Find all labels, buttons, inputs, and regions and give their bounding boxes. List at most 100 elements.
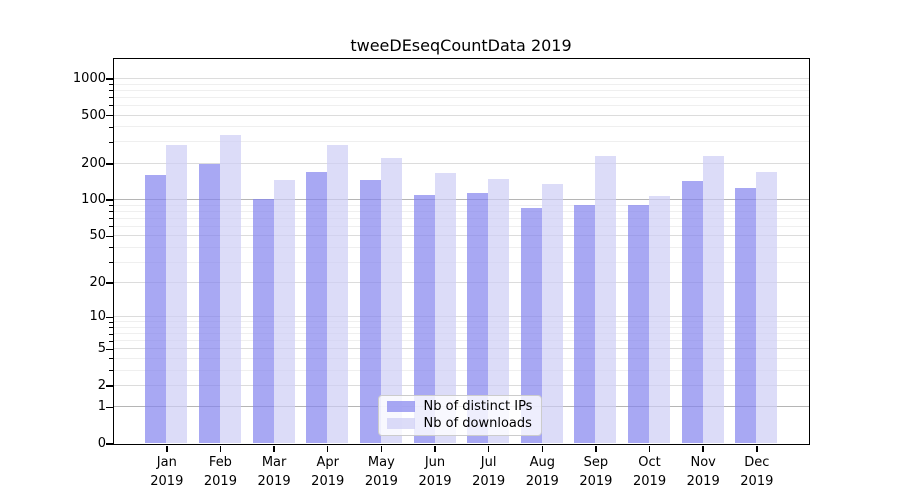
x-tick-label: Dec 2019 bbox=[740, 455, 774, 489]
y-tick-label: 1 bbox=[97, 399, 106, 415]
gridline-minor bbox=[113, 369, 809, 371]
x-tick-label: Apr 2019 bbox=[311, 455, 345, 489]
gridline-major bbox=[113, 316, 809, 318]
gridline-minor bbox=[113, 141, 809, 143]
x-tick-label: May 2019 bbox=[364, 455, 398, 489]
y-tick-label: 100 bbox=[81, 192, 106, 208]
legend-label-distinct-ips: Nb of distinct IPs bbox=[423, 398, 533, 414]
x-tick-label: Mar 2019 bbox=[257, 455, 291, 489]
y-minor-tick bbox=[108, 90, 113, 92]
gridline-minor bbox=[113, 225, 809, 227]
bar-downloads-feb bbox=[219, 135, 241, 444]
gridline-minor bbox=[113, 96, 809, 98]
y-minor-tick bbox=[108, 141, 113, 143]
y-tick-label: 1000 bbox=[72, 70, 106, 86]
bar-downloads-may bbox=[380, 158, 402, 444]
bar-downloads-dec bbox=[756, 171, 778, 444]
y-minor-tick bbox=[108, 340, 113, 342]
y-tick-label: 20 bbox=[89, 275, 106, 291]
legend-item-downloads: Nb of downloads bbox=[386, 416, 533, 432]
x-tick bbox=[487, 445, 490, 452]
bar-downloads-sep bbox=[595, 156, 617, 444]
bar-downloads-jun bbox=[434, 173, 456, 444]
x-tick bbox=[326, 445, 329, 452]
x-tick-label: Nov 2019 bbox=[686, 455, 720, 489]
y-minor-tick bbox=[108, 218, 113, 220]
y-tick-label: 50 bbox=[89, 228, 106, 244]
x-tick bbox=[541, 445, 544, 452]
bar-downloads-jan bbox=[166, 144, 188, 444]
bar-downloads-oct bbox=[649, 195, 671, 444]
y-minor-tick bbox=[108, 211, 113, 213]
y-tick bbox=[105, 282, 113, 284]
gridline-major bbox=[113, 77, 809, 79]
x-tick-label: Sep 2019 bbox=[579, 455, 613, 489]
gridline-major bbox=[113, 114, 809, 116]
gridline-minor bbox=[113, 83, 809, 85]
x-tick bbox=[595, 445, 597, 452]
y-tick-label: 2 bbox=[97, 377, 106, 393]
gridline-minor bbox=[113, 321, 809, 323]
bars-layer bbox=[114, 59, 809, 444]
x-tick bbox=[756, 445, 758, 452]
y-tick bbox=[105, 348, 113, 351]
y-minor-tick bbox=[108, 84, 113, 86]
x-tick bbox=[273, 445, 275, 452]
y-minor-tick bbox=[108, 226, 113, 228]
bar-downloads-jul bbox=[488, 179, 510, 444]
gridline-emphasis bbox=[113, 199, 809, 201]
y-tick bbox=[105, 406, 113, 409]
x-tick-label: Jan 2019 bbox=[150, 455, 184, 489]
bar-distinct-ips-may bbox=[359, 180, 381, 444]
bar-distinct-ips-jan bbox=[145, 175, 167, 444]
gridline-minor bbox=[113, 326, 809, 328]
legend-swatch-distinct-ips bbox=[386, 400, 415, 412]
gridline-minor bbox=[113, 126, 809, 128]
gridline-minor bbox=[113, 261, 809, 263]
legend-label-downloads: Nb of downloads bbox=[423, 416, 532, 432]
legend: Nb of distinct IPs Nb of downloads bbox=[377, 394, 542, 436]
y-tick bbox=[105, 235, 113, 237]
gridline-minor bbox=[113, 246, 809, 248]
bar-distinct-ips-aug bbox=[520, 207, 542, 444]
gridline-major bbox=[113, 235, 809, 237]
legend-item-distinct-ips: Nb of distinct IPs bbox=[386, 398, 533, 414]
y-tick bbox=[105, 199, 113, 201]
y-minor-tick bbox=[108, 97, 113, 99]
gridline-minor bbox=[113, 217, 809, 219]
y-minor-tick bbox=[108, 370, 113, 372]
gridline-minor bbox=[113, 204, 809, 206]
gridline-minor bbox=[113, 333, 809, 335]
legend-swatch-downloads bbox=[386, 418, 415, 430]
gridline-major bbox=[113, 162, 809, 164]
bar-downloads-nov bbox=[702, 156, 724, 444]
x-tick-label: Jul 2019 bbox=[472, 455, 506, 489]
gridline-minor bbox=[113, 340, 809, 342]
gridline-major bbox=[113, 348, 809, 350]
bar-distinct-ips-feb bbox=[198, 164, 220, 444]
y-tick bbox=[105, 163, 113, 165]
y-tick-label: 10 bbox=[89, 309, 106, 325]
y-minor-tick bbox=[108, 321, 113, 323]
y-tick-label: 0 bbox=[97, 436, 106, 451]
x-tick bbox=[219, 445, 222, 452]
y-tick bbox=[105, 316, 113, 319]
bar-distinct-ips-nov bbox=[681, 181, 703, 444]
y-minor-tick bbox=[108, 205, 113, 207]
gridline-major bbox=[113, 282, 809, 284]
y-tick-label: 200 bbox=[81, 155, 106, 171]
y-tick bbox=[105, 114, 113, 117]
y-tick-label: 500 bbox=[81, 107, 106, 123]
y-minor-tick bbox=[108, 327, 113, 329]
x-tick bbox=[434, 445, 436, 452]
bar-downloads-apr bbox=[327, 145, 349, 444]
x-tick bbox=[380, 445, 383, 452]
gridline-minor bbox=[113, 357, 809, 359]
y-tick-label: 5 bbox=[97, 341, 106, 357]
x-tick bbox=[702, 445, 704, 452]
bar-distinct-ips-jun bbox=[413, 194, 435, 444]
gridline-minor bbox=[113, 104, 809, 106]
bar-distinct-ips-jul bbox=[467, 193, 489, 444]
y-minor-tick bbox=[108, 262, 113, 264]
y-tick bbox=[105, 385, 113, 387]
